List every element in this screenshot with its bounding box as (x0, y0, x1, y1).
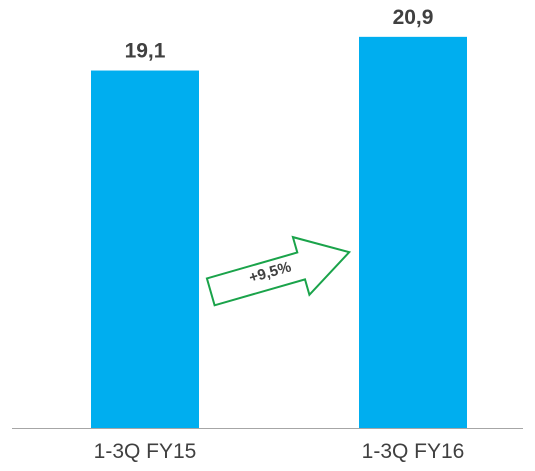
value-labels-group: 19,1 20,9 (125, 6, 434, 63)
growth-arrow-shape (205, 235, 352, 307)
bars-group (91, 36, 467, 429)
bar-value-label-2: 20,9 (393, 6, 434, 29)
x-tick-label-2: 1-3Q FY16 (362, 440, 465, 463)
bar-2 (359, 36, 467, 429)
bar-1 (91, 70, 199, 429)
x-tick-label-1: 1-3Q FY15 (94, 440, 197, 463)
tick-labels-group: 1-3Q FY15 1-3Q FY16 (94, 440, 465, 463)
growth-arrow: +9,5% (205, 235, 352, 307)
bar-value-label-1: 19,1 (125, 40, 166, 63)
